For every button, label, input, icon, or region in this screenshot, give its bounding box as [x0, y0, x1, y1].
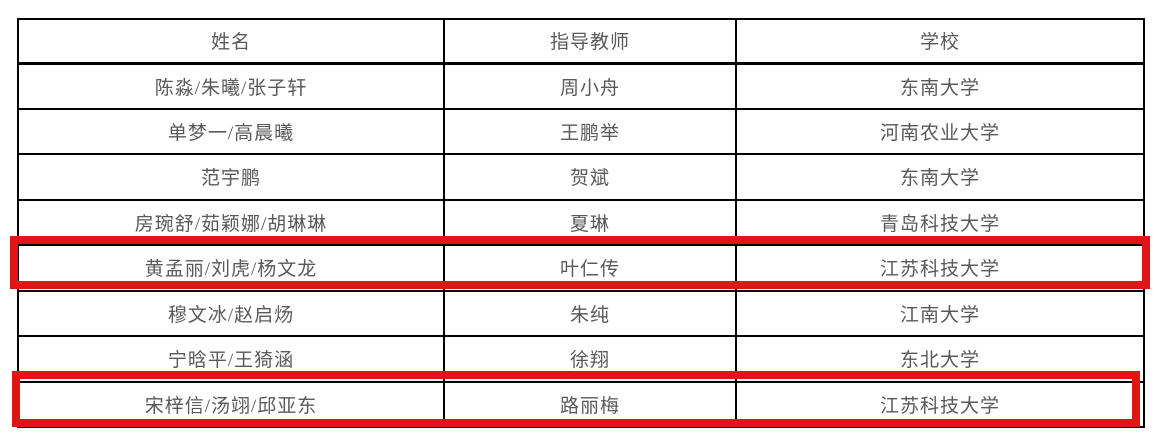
- name-cell: 穆文冰/赵启炀: [17, 289, 445, 337]
- table-header: 姓名 指导教师 学校: [17, 18, 1145, 65]
- name-cell: 黄孟丽/刘虎/杨文龙: [17, 244, 445, 292]
- school-cell: 江苏科技大学: [735, 244, 1145, 292]
- teacher-cell: 徐翔: [443, 335, 737, 383]
- header-teacher: 指导教师: [443, 18, 737, 65]
- school-cell: 青岛科技大学: [735, 198, 1145, 246]
- name-cell: 宁晗平/王猗涵: [17, 335, 445, 383]
- school-cell: 东南大学: [735, 62, 1145, 110]
- school-cell: 河南农业大学: [735, 107, 1145, 155]
- header-name: 姓名: [17, 18, 445, 65]
- teacher-cell: 路丽梅: [443, 380, 737, 428]
- table-row-highlighted: 黄孟丽/刘虎/杨文龙 叶仁传 江苏科技大学: [17, 244, 1145, 292]
- school-cell: 江苏科技大学: [735, 380, 1145, 428]
- table-row: 穆文冰/赵启炀 朱纯 江南大学: [17, 289, 1145, 337]
- teacher-cell: 周小舟: [443, 62, 737, 110]
- name-cell: 房琬舒/茹颖娜/胡琳琳: [17, 198, 445, 246]
- name-cell: 陈淼/朱曦/张子轩: [17, 62, 445, 110]
- name-cell: 宋梓信/汤翊/邱亚东: [17, 380, 445, 428]
- teacher-cell: 朱纯: [443, 289, 737, 337]
- table-row-highlighted: 宋梓信/汤翊/邱亚东 路丽梅 江苏科技大学: [17, 380, 1145, 428]
- teacher-cell: 王鹏举: [443, 107, 737, 155]
- teacher-cell: 夏琳: [443, 198, 737, 246]
- school-cell: 江南大学: [735, 289, 1145, 337]
- table-row: 单梦一/高晨曦 王鹏举 河南农业大学: [17, 107, 1145, 155]
- header-row: 姓名 指导教师 学校: [17, 18, 1145, 65]
- name-cell: 范宇鹏: [17, 153, 445, 201]
- table-row: 陈淼/朱曦/张子轩 周小舟 东南大学: [17, 62, 1145, 110]
- table-body: 陈淼/朱曦/张子轩 周小舟 东南大学 单梦一/高晨曦 王鹏举 河南农业大学 范宇鹏 贺斌 东南大…: [17, 62, 1145, 428]
- table-row: 房琬舒/茹颖娜/胡琳琳 夏琳 青岛科技大学: [17, 198, 1145, 246]
- table-row: 范宇鹏 贺斌 东南大学: [17, 153, 1145, 201]
- award-table: 姓名 指导教师 学校 陈淼/朱曦/张子轩 周小舟 东南大学 单梦一/高晨曦 王鹏举 河南农…: [17, 18, 1145, 428]
- teacher-cell: 叶仁传: [443, 244, 737, 292]
- school-cell: 东北大学: [735, 335, 1145, 383]
- teacher-cell: 贺斌: [443, 153, 737, 201]
- header-school: 学校: [735, 18, 1145, 65]
- name-cell: 单梦一/高晨曦: [17, 107, 445, 155]
- school-cell: 东南大学: [735, 153, 1145, 201]
- table-row: 宁晗平/王猗涵 徐翔 东北大学: [17, 335, 1145, 383]
